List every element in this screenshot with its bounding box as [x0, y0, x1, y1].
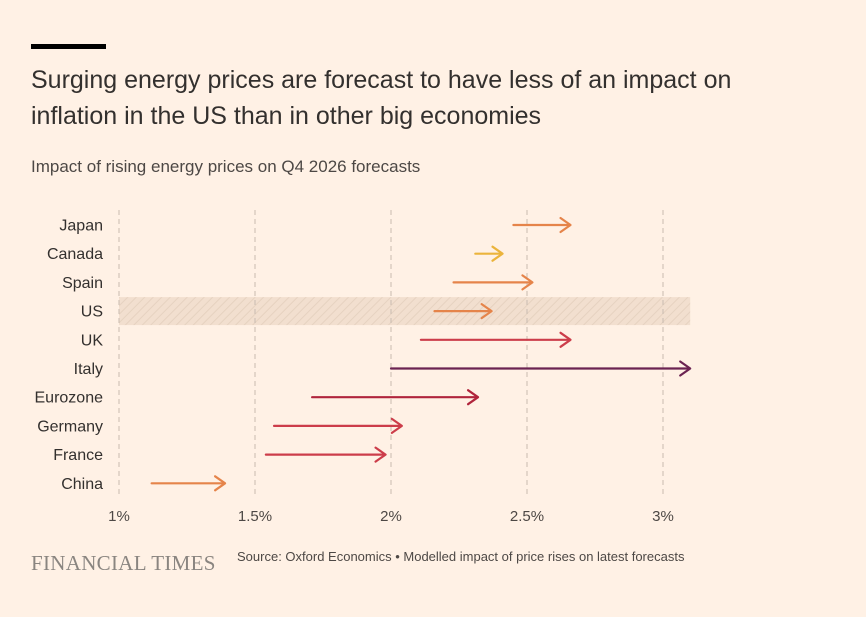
- x-tick-label: 2%: [380, 508, 402, 525]
- chart-title: Surging energy prices are forecast to ha…: [31, 66, 732, 130]
- category-label: UK: [81, 332, 104, 349]
- arrow-us: [433, 303, 493, 320]
- category-label: Japan: [59, 218, 103, 235]
- arrow-head: [559, 216, 572, 234]
- arrow-japan: [512, 216, 572, 234]
- arrow-spain: [452, 274, 534, 291]
- highlight-band: [119, 297, 691, 326]
- arrow-head: [480, 303, 493, 320]
- category-label: Spain: [62, 275, 103, 292]
- arrow-china: [150, 475, 227, 492]
- arrow-france: [264, 446, 387, 463]
- category-label: China: [61, 476, 103, 493]
- x-tick-label: 2.5%: [510, 508, 544, 525]
- arrow-head: [390, 417, 403, 434]
- arrow-uk: [419, 331, 572, 348]
- arrow-italy: [389, 360, 692, 377]
- arrow-head: [521, 274, 534, 291]
- arrow-head: [491, 245, 504, 262]
- category-label: Germany: [37, 418, 103, 435]
- chart-subtitle: Impact of rising energy prices on Q4 202…: [31, 157, 421, 176]
- arrow-head: [374, 446, 387, 463]
- arrow-head: [679, 360, 692, 377]
- category-label: Eurozone: [35, 390, 104, 407]
- category-label: France: [53, 447, 103, 464]
- x-tick-label: 3%: [652, 508, 674, 525]
- arrow-head: [466, 389, 480, 406]
- arrow-canada: [474, 245, 504, 262]
- x-tick-label: 1.5%: [238, 508, 272, 525]
- x-tick-label: 1%: [108, 508, 130, 525]
- arrow-germany: [272, 417, 403, 434]
- category-label: US: [81, 304, 103, 321]
- category-label: Italy: [74, 361, 103, 378]
- ft-logo: FINANCIAL TIMES: [31, 551, 216, 575]
- ft-accent-bar: [31, 44, 106, 49]
- arrow-chart: 1% 1.5% 2% 2.5% 3% Japan Canada Spain US UK Italy…: [35, 210, 692, 525]
- arrow-eurozone: [311, 389, 480, 406]
- source-note: Source: Oxford Economics • Modelled impa…: [237, 549, 685, 564]
- category-label: Canada: [47, 246, 103, 263]
- arrow-head: [213, 475, 227, 492]
- arrow-head: [559, 331, 572, 348]
